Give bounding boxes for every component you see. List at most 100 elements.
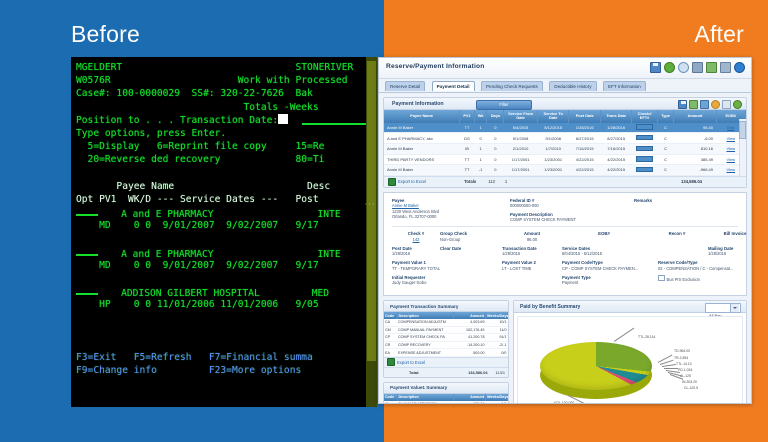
col-weeks-days[interactable]: Weeks/Days [485, 393, 509, 401]
col-code[interactable]: Code [384, 312, 398, 319]
col-days[interactable]: Days [486, 110, 505, 123]
cell-eob[interactable]: View [716, 132, 746, 144]
table-row[interactable]: THIRD PARTY VENDORS TT 1 0 1/17/2001 1/2… [384, 154, 746, 166]
col-code[interactable]: Code [384, 393, 398, 401]
table-row[interactable]: CP COMP SYSTEM CHECK PA 41,200.78 91/1 [384, 333, 508, 342]
check-link-chip[interactable] [636, 145, 654, 151]
col-pv1[interactable]: PV1 [459, 110, 475, 123]
option-input[interactable] [76, 206, 98, 217]
help-icon[interactable] [734, 62, 745, 73]
transaction-summary-table: Code Description Amount Weeks/Days CA CO… [384, 312, 508, 357]
eob-link[interactable]: View [726, 156, 736, 162]
check-link-chip[interactable] [636, 166, 654, 173]
terminal-scrollbar-thumb[interactable] [367, 61, 376, 361]
cell-from: 2/1/2010 [503, 143, 538, 155]
col-check-eft[interactable]: Check# EFT# [631, 110, 658, 123]
green-screen-terminal[interactable]: MGELDERT STONERIVER W0576R Work with Pro… [71, 57, 377, 407]
option-input[interactable] [76, 285, 98, 296]
cell-from: 1/17/2001 [503, 154, 538, 166]
payee-group: Payee Annie M Baker 1230 West Anderson B… [392, 198, 510, 223]
col-description[interactable]: Description [397, 312, 454, 319]
tab-bar[interactable]: Reserve Detail Payment Detail Pending Ch… [379, 79, 751, 93]
col-amount[interactable]: Amount [673, 110, 717, 123]
col-payee-name[interactable]: Payee Name [384, 110, 461, 123]
table-row[interactable]: Annie M Baker IB 1 0 2/1/2010 1/7/2010 7… [384, 143, 746, 155]
export-icon[interactable] [689, 99, 698, 109]
grid-scrollbar[interactable] [738, 119, 746, 176]
panel-toolbar[interactable] [678, 99, 742, 109]
col-post-date[interactable]: Post Date [568, 110, 601, 123]
tab-payment-detail[interactable]: Payment Detail [431, 81, 475, 91]
check-link-chip[interactable] [636, 124, 654, 130]
table-row[interactable]: CR COMP RECOVERY -14,200.10 -2/-1 [384, 341, 508, 350]
bus-prtr-exclusion-row[interactable]: Bus Prtr Exclusion [658, 274, 700, 282]
grid-icon[interactable] [720, 62, 731, 73]
tab-deductible-history[interactable]: Deductible History [549, 81, 597, 91]
option-input[interactable] [76, 246, 98, 256]
table-row[interactable]: EA EXPENSE ADJUSTMENT 500.00 0/0 [384, 348, 508, 357]
col-type[interactable]: Type [657, 110, 675, 123]
bus-prtr-exclusion-group[interactable]: Bus Prtr Exclusion [658, 274, 700, 286]
tab-eft-information[interactable]: EFT Information [603, 81, 646, 91]
table-row[interactable]: CA COMPENSATION ADJUSTM 4,003.69 10/1 [384, 318, 508, 327]
cell-check[interactable] [631, 154, 658, 166]
check-number-value[interactable]: 142 [412, 236, 420, 242]
bus-prtr-exclusion-checkbox[interactable] [658, 274, 665, 282]
check-link-chip[interactable] [636, 156, 654, 162]
export-to-excel-button[interactable]: Export to Excel [388, 177, 426, 186]
window-toolbar[interactable] [650, 62, 745, 73]
mail-icon[interactable] [706, 62, 717, 73]
cell-amount: 96.40 [673, 122, 717, 134]
col-wk[interactable]: Wk [474, 110, 488, 123]
cell-eob[interactable]: Edit [716, 122, 746, 134]
undo-icon[interactable] [711, 99, 720, 109]
eob-link[interactable]: View [726, 146, 736, 152]
eob-link[interactable]: View [726, 167, 736, 173]
chart-filter-select[interactable]: All Pay [705, 302, 741, 318]
save-icon[interactable] [678, 99, 687, 109]
col-trans-date[interactable]: Trans Date [600, 110, 633, 123]
table-row[interactable]: Annie M Baker TT -1 0 1/17/2001 1/23/200… [384, 164, 746, 176]
cell-check[interactable] [631, 143, 658, 155]
cell-eob[interactable]: View [716, 143, 746, 155]
chevron-down-icon[interactable] [730, 303, 739, 312]
pie-label-al: AL-125 [680, 374, 691, 379]
cell-eob[interactable]: View [716, 164, 746, 176]
col-service-to[interactable]: Service To Date [537, 110, 570, 123]
copy-icon[interactable] [722, 99, 731, 109]
window-header: Reserve/Payment Information [379, 58, 751, 79]
tab-pending-check-requests[interactable]: Pending Check Requests [480, 81, 543, 91]
eob-link[interactable]: Edit [727, 125, 735, 131]
terminal-scrollbar[interactable]: ··· [364, 57, 377, 407]
col-description[interactable]: Description [397, 393, 454, 401]
col-amount[interactable]: Amount [453, 312, 486, 319]
refresh-icon[interactable] [664, 62, 675, 73]
cell-check[interactable] [631, 132, 658, 144]
grid-scrollbar-thumb[interactable] [738, 121, 746, 139]
tab-reserve-detail[interactable]: Reserve Detail [385, 81, 426, 91]
print-icon[interactable] [692, 62, 703, 73]
search-icon[interactable] [678, 62, 689, 73]
transaction-date-input[interactable] [278, 113, 289, 124]
check-link-chip[interactable] [636, 134, 654, 141]
cell-code: CL [384, 400, 397, 403]
terminal-spacer [76, 232, 377, 245]
table-row[interactable]: CL CLAIMANT ATTORNEY 125.00 0/1 [384, 400, 508, 403]
col-amount[interactable]: Amount [453, 393, 486, 401]
eob-link[interactable]: View [726, 135, 736, 141]
save-icon[interactable] [650, 62, 661, 73]
payee-name[interactable]: Annie M Baker [392, 203, 419, 209]
refresh-icon[interactable] [700, 99, 709, 109]
col-eob[interactable]: EOB# [716, 110, 747, 123]
cell-check[interactable] [631, 122, 658, 134]
filter-button[interactable]: Filter [476, 99, 532, 110]
cell-eob[interactable]: View [716, 154, 746, 166]
table-row[interactable]: A and E PHARMACY, abc DG 0 0 9/1/2008 9/… [384, 132, 746, 144]
table-row[interactable]: CM COMP MANUAL PAYMENT 102,176.49 11/0 [384, 326, 508, 335]
col-service-from[interactable]: Service From Date [503, 110, 538, 123]
col-weeks-days[interactable]: Weeks/Days [485, 312, 509, 319]
cell-check[interactable] [631, 164, 658, 176]
export-to-excel-button[interactable]: Export to Excel [387, 358, 425, 367]
table-row[interactable]: Annie M Baker TT 1 0 5/4/2015 5/12/2015 … [384, 122, 746, 134]
add-icon[interactable] [733, 99, 742, 109]
